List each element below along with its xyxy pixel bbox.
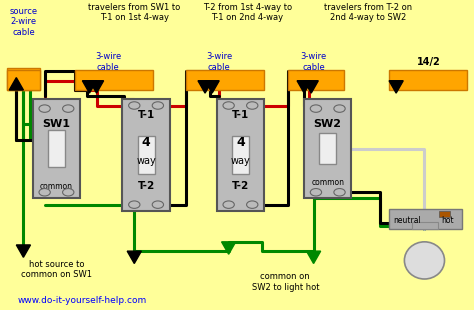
Polygon shape	[90, 81, 104, 93]
Bar	[438, 211, 450, 217]
Bar	[186, 70, 264, 90]
Polygon shape	[9, 78, 23, 90]
Polygon shape	[205, 81, 219, 93]
Polygon shape	[16, 245, 30, 257]
Text: T-2: T-2	[137, 181, 155, 191]
Bar	[389, 70, 467, 90]
Bar	[319, 133, 336, 164]
Polygon shape	[304, 81, 319, 93]
Text: 3-wire
cable: 3-wire cable	[206, 52, 232, 72]
Text: common: common	[40, 182, 73, 191]
Bar	[217, 99, 264, 211]
Bar	[232, 136, 249, 174]
Polygon shape	[307, 251, 320, 264]
Text: source
2-wire
cable: source 2-wire cable	[9, 7, 37, 37]
Polygon shape	[389, 81, 403, 93]
Text: common on
SW2 to light hot: common on SW2 to light hot	[252, 272, 319, 292]
Bar	[137, 136, 155, 174]
Polygon shape	[198, 81, 212, 93]
Circle shape	[128, 102, 140, 109]
Circle shape	[39, 105, 50, 112]
Text: T-2: T-2	[232, 181, 249, 191]
Bar	[33, 99, 80, 198]
Text: T-2 from 1st 4-way to
T-1 on 2nd 4-way: T-2 from 1st 4-way to T-1 on 2nd 4-way	[203, 3, 292, 22]
Text: SW2: SW2	[314, 119, 342, 129]
Bar	[389, 209, 462, 229]
Text: way: way	[230, 156, 250, 166]
Bar	[412, 222, 438, 229]
Circle shape	[152, 102, 164, 109]
Text: hot source to
common on SW1: hot source to common on SW1	[21, 260, 92, 279]
Circle shape	[334, 188, 345, 196]
Circle shape	[246, 201, 258, 208]
Circle shape	[246, 102, 258, 109]
Text: hot: hot	[441, 216, 454, 225]
Polygon shape	[82, 81, 97, 93]
Circle shape	[152, 201, 164, 208]
Text: T-1: T-1	[137, 110, 155, 120]
Text: common: common	[311, 179, 344, 188]
Circle shape	[63, 105, 74, 112]
Text: neutral: neutral	[393, 216, 421, 225]
Polygon shape	[297, 81, 311, 93]
Circle shape	[334, 105, 345, 112]
Text: 4: 4	[236, 136, 245, 149]
Circle shape	[223, 201, 234, 208]
Circle shape	[63, 188, 74, 196]
Text: T-1: T-1	[232, 110, 249, 120]
Bar	[122, 99, 170, 211]
Text: 14/2: 14/2	[417, 57, 441, 67]
Circle shape	[128, 201, 140, 208]
Bar	[288, 70, 344, 90]
Bar	[75, 70, 153, 90]
Polygon shape	[127, 251, 141, 264]
Circle shape	[39, 188, 50, 196]
Text: way: way	[136, 156, 156, 166]
Circle shape	[310, 188, 321, 196]
Bar	[7, 68, 40, 90]
Text: 3-wire
cable: 3-wire cable	[301, 52, 327, 72]
Ellipse shape	[404, 242, 445, 279]
Text: 3-wire
cable: 3-wire cable	[95, 52, 121, 72]
Text: travelers from T-2 on
2nd 4-way to SW2: travelers from T-2 on 2nd 4-way to SW2	[324, 3, 412, 22]
Text: travelers from SW1 to
T-1 on 1st 4-way: travelers from SW1 to T-1 on 1st 4-way	[88, 3, 181, 22]
Bar	[304, 99, 351, 198]
Bar	[48, 130, 65, 167]
Polygon shape	[221, 242, 236, 254]
Text: 4: 4	[142, 136, 150, 149]
Circle shape	[310, 105, 321, 112]
Text: SW1: SW1	[43, 119, 71, 129]
Bar	[7, 70, 40, 90]
Text: www.do-it-yourself-help.com: www.do-it-yourself-help.com	[18, 296, 147, 305]
Circle shape	[223, 102, 234, 109]
